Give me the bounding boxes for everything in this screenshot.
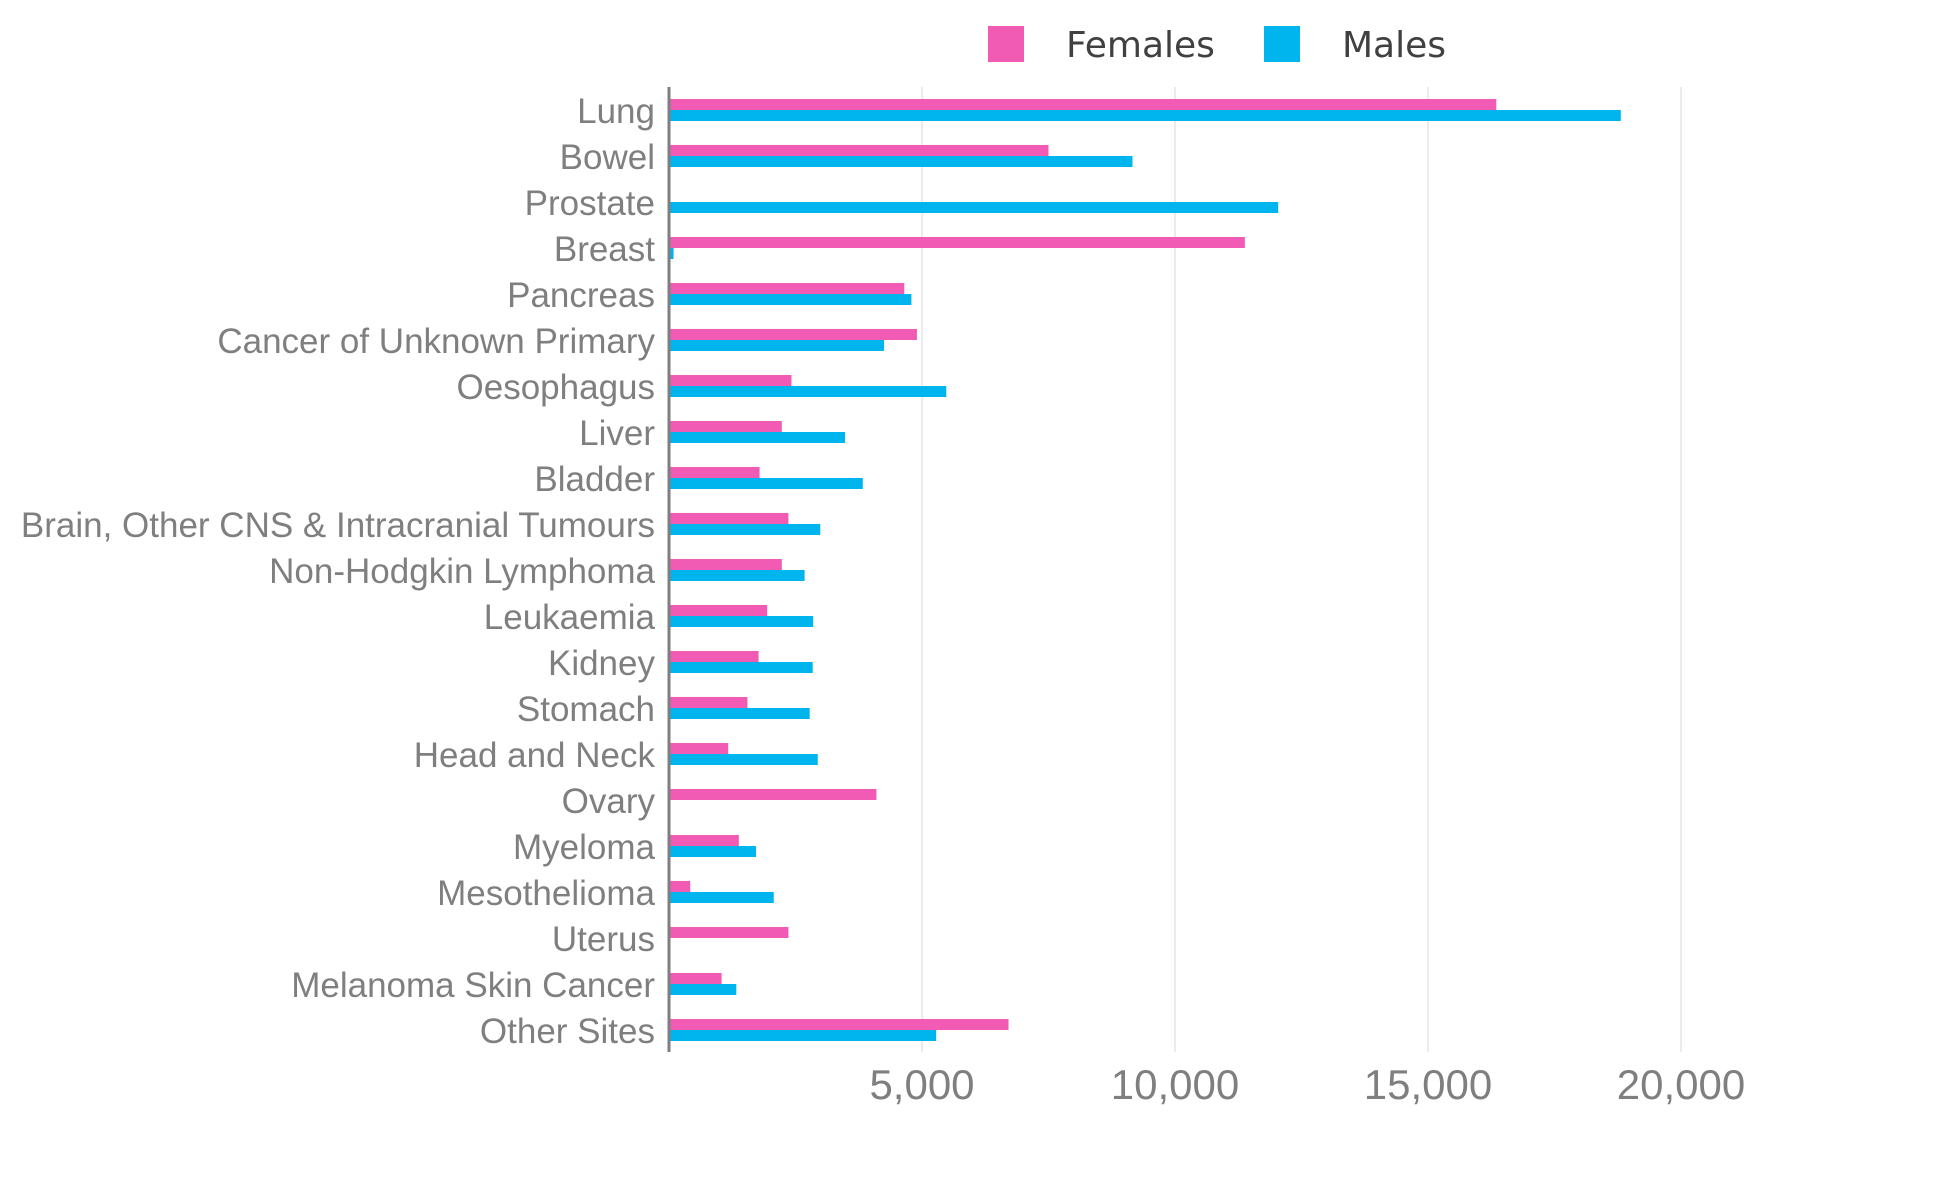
- bar-females-cancer-of-unknown-primary: [669, 329, 917, 340]
- category-label-stomach: Stomach: [517, 690, 655, 729]
- category-label-kidney: Kidney: [548, 644, 656, 683]
- legend-swatch-males: [1264, 26, 1300, 62]
- bar-males-prostate: [669, 202, 1279, 213]
- bar-females-bladder: [669, 467, 760, 478]
- category-label-melanoma-skin-cancer: Melanoma Skin Cancer: [291, 966, 655, 1005]
- bar-females-myeloma: [669, 835, 739, 846]
- category-label-prostate: Prostate: [525, 184, 655, 223]
- bar-males-pancreas: [669, 294, 912, 305]
- category-label-liver: Liver: [579, 414, 655, 453]
- legend-label-males: Males: [1342, 25, 1446, 66]
- x-tick-label: 5,000: [869, 1061, 974, 1108]
- bar-males-kidney: [669, 662, 813, 673]
- bar-females-head-and-neck: [669, 743, 729, 754]
- legend-item-males[interactable]: Males: [1264, 25, 1446, 66]
- bar-females-other-sites: [669, 1019, 1009, 1030]
- bar-females-breast: [669, 237, 1245, 248]
- bar-females-pancreas: [669, 283, 905, 294]
- category-label-cancer-of-unknown-primary: Cancer of Unknown Primary: [217, 322, 655, 361]
- bar-males-cancer-of-unknown-primary: [669, 340, 885, 351]
- bar-males-lung: [669, 110, 1621, 121]
- legend-swatch-females: [988, 26, 1024, 62]
- category-label-ovary: Ovary: [562, 782, 656, 821]
- bar-males-oesophagus: [669, 386, 947, 397]
- bar-males-stomach: [669, 708, 810, 719]
- bar-males-breast: [669, 248, 674, 259]
- category-label-mesothelioma: Mesothelioma: [437, 874, 655, 913]
- bar-females-non-hodgkin-lymphoma: [669, 559, 782, 570]
- bar-males-non-hodgkin-lymphoma: [669, 570, 805, 581]
- category-label-uterus: Uterus: [552, 920, 655, 959]
- category-label-pancreas: Pancreas: [507, 276, 655, 315]
- category-label-lung: Lung: [577, 92, 655, 131]
- bar-females-lung: [669, 99, 1497, 110]
- x-tick-label: 15,000: [1364, 1061, 1492, 1108]
- bar-males-bowel: [669, 156, 1133, 167]
- bar-males-leukaemia: [669, 616, 814, 627]
- category-label-bowel: Bowel: [560, 138, 655, 177]
- bar-males-head-and-neck: [669, 754, 818, 765]
- bar-females-melanoma-skin-cancer: [669, 973, 722, 984]
- bar-males-melanoma-skin-cancer: [669, 984, 737, 995]
- bar-females-mesothelioma: [669, 881, 691, 892]
- legend: Females Males: [988, 25, 1446, 66]
- bar-males-myeloma: [669, 846, 757, 857]
- category-label-myeloma: Myeloma: [513, 828, 656, 867]
- bars: [669, 99, 1621, 1041]
- bar-males-brain-other-cns-intracranial-tumours: [669, 524, 821, 535]
- bar-females-uterus: [669, 927, 789, 938]
- x-tick-label: 10,000: [1111, 1061, 1239, 1108]
- category-label-brain-other-cns-intracranial-tumours: Brain, Other CNS & Intracranial Tumours: [21, 506, 655, 545]
- x-tick-label: 20,000: [1617, 1061, 1745, 1108]
- category-label-leukaemia: Leukaemia: [484, 598, 656, 637]
- bar-males-liver: [669, 432, 846, 443]
- bar-males-other-sites: [669, 1030, 937, 1041]
- bar-females-leukaemia: [669, 605, 768, 616]
- bar-females-brain-other-cns-intracranial-tumours: [669, 513, 789, 524]
- bar-females-liver: [669, 421, 782, 432]
- bar-females-bowel: [669, 145, 1049, 156]
- category-label-non-hodgkin-lymphoma: Non-Hodgkin Lymphoma: [269, 552, 655, 591]
- legend-item-females[interactable]: Females: [988, 25, 1215, 66]
- bar-males-bladder: [669, 478, 863, 489]
- grid-lines: [921, 87, 1682, 1052]
- category-label-other-sites: Other Sites: [480, 1012, 655, 1051]
- category-label-breast: Breast: [554, 230, 655, 269]
- category-labels: Lung Bowel Prostate Breast Pancreas Cancer of…: [21, 92, 656, 1051]
- category-label-head-and-neck: Head and Neck: [414, 736, 656, 775]
- category-label-oesophagus: Oesophagus: [457, 368, 655, 407]
- bar-females-oesophagus: [669, 375, 792, 386]
- bar-females-stomach: [669, 697, 748, 708]
- tick-labels: 5,000 10,000 15,000 20,000: [869, 1061, 1745, 1108]
- category-label-bladder: Bladder: [534, 460, 655, 499]
- bar-females-ovary: [669, 789, 877, 800]
- legend-label-females: Females: [1066, 25, 1215, 66]
- bar-females-kidney: [669, 651, 759, 662]
- bar-males-mesothelioma: [669, 892, 774, 903]
